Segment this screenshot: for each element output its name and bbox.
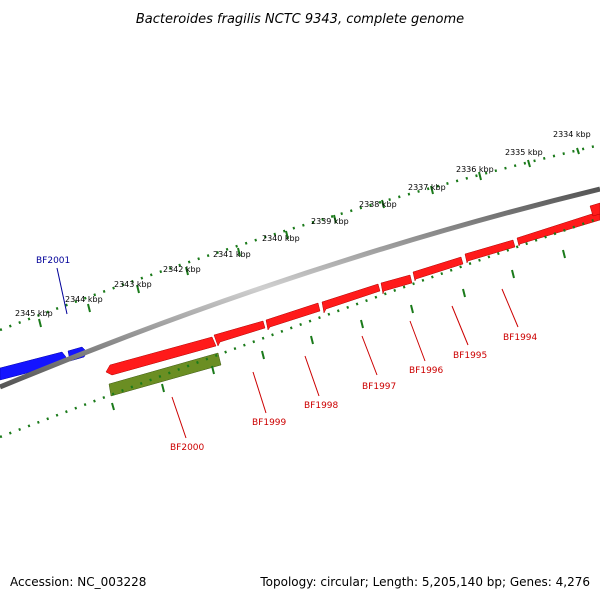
scale-label: 2334 kbp — [553, 130, 591, 139]
outer-major-tick — [381, 199, 385, 209]
inner-major-tick — [261, 350, 265, 360]
inner-major-tick — [211, 365, 215, 375]
outer-major-tick — [576, 147, 580, 155]
gene-label-bf1999: BF1999 — [252, 418, 287, 428]
scale-label: 2337 kbp — [408, 183, 446, 192]
scale-label: 2343 kbp — [114, 280, 152, 289]
inner-major-tick — [360, 319, 364, 329]
inner-major-tick — [111, 402, 115, 411]
reverse-gene-labels: BF2000 BF1999 BF1998 BF1997 BF1996 BF199… — [170, 288, 538, 453]
outer-major-tick — [136, 284, 140, 294]
outer-major-tick — [285, 230, 289, 240]
outer-major-tick — [430, 185, 434, 195]
scale-label: 2341 kbp — [213, 250, 251, 259]
outer-major-tick — [478, 171, 482, 181]
gene-arrow-bf1997[interactable] — [321, 283, 381, 314]
scale-label: 2340 kbp — [262, 234, 300, 243]
outer-major-tick — [333, 214, 337, 224]
scale-label: 2342 kbp — [163, 265, 201, 274]
gene-label-leader — [252, 371, 267, 414]
gene-arrow-bf2000[interactable] — [108, 352, 222, 397]
inner-major-tick — [161, 383, 165, 393]
genome-backbone — [0, 186, 600, 390]
gene-arrow-bf1995[interactable] — [412, 256, 464, 282]
gene-label-bf2000: BF2000 — [170, 443, 205, 453]
rna-genes — [108, 352, 222, 397]
gene-label-bf1994: BF1994 — [503, 333, 538, 343]
genome-summary: Topology: circular; Length: 5,205,140 bp… — [259, 575, 590, 589]
gene-label-bf2001: BF2001 — [36, 256, 70, 266]
outer-tick-ring — [0, 143, 600, 332]
backbone-line — [0, 186, 600, 390]
gene-arrow-bf1998[interactable] — [265, 302, 321, 331]
scale-label: 2336 kbp — [456, 165, 494, 174]
gene-label-leader — [451, 305, 469, 346]
inner-major-tick — [462, 288, 466, 298]
forward-genes: BF2001 — [0, 256, 88, 381]
gene-label-leader — [361, 335, 378, 376]
scale-label: 2339 kbp — [311, 217, 349, 226]
scale-label: 2345 kbp — [15, 309, 53, 318]
outer-major-tick — [185, 266, 189, 276]
gene-label-leader — [304, 355, 320, 397]
outer-major-tick — [38, 318, 42, 328]
gene-label-bf1997: BF1997 — [362, 382, 396, 392]
gene-arrow-reverse-edge[interactable] — [589, 202, 600, 217]
inner-tick-ring — [0, 216, 600, 439]
scale-label: 2344 kbp — [65, 295, 103, 304]
gene-arrow-bf1999[interactable] — [213, 320, 266, 347]
outer-major-tick — [87, 303, 91, 313]
outer-ring-dots — [0, 143, 600, 332]
gene-label-leader — [501, 288, 519, 328]
gene-arrow-reverse[interactable] — [516, 211, 600, 247]
outer-major-tick — [527, 159, 531, 168]
scale-label: 2335 kbp — [505, 148, 543, 157]
outer-major-tick — [237, 247, 241, 257]
accession-label: Accession: NC_003228 — [10, 575, 146, 589]
inner-major-tick — [562, 249, 566, 259]
gene-label-bf1995: BF1995 — [453, 351, 487, 361]
gene-label-bf1996: BF1996 — [409, 366, 444, 376]
gene-label-leader — [56, 267, 68, 315]
map-title: Bacteroides fragilis NCTC 9343, complete… — [136, 12, 464, 27]
gene-arrow-red-long[interactable] — [105, 336, 217, 376]
gene-label-leader — [409, 320, 426, 362]
scale-labels: 2334 kbp 2335 kbp 2336 kbp 2337 kbp 2338… — [15, 130, 591, 318]
inner-major-tick — [511, 269, 515, 279]
inner-ring-dots — [0, 216, 600, 439]
inner-major-tick — [310, 335, 314, 345]
gene-label-leader — [171, 396, 187, 439]
gene-label-bf1998: BF1998 — [304, 401, 339, 411]
inner-major-tick — [410, 304, 414, 314]
gene-arrow-bf1996[interactable] — [380, 274, 413, 295]
gene-arrow-bf1994[interactable] — [464, 239, 516, 264]
scale-label: 2338 kbp — [359, 200, 397, 209]
reverse-genes — [105, 202, 600, 376]
